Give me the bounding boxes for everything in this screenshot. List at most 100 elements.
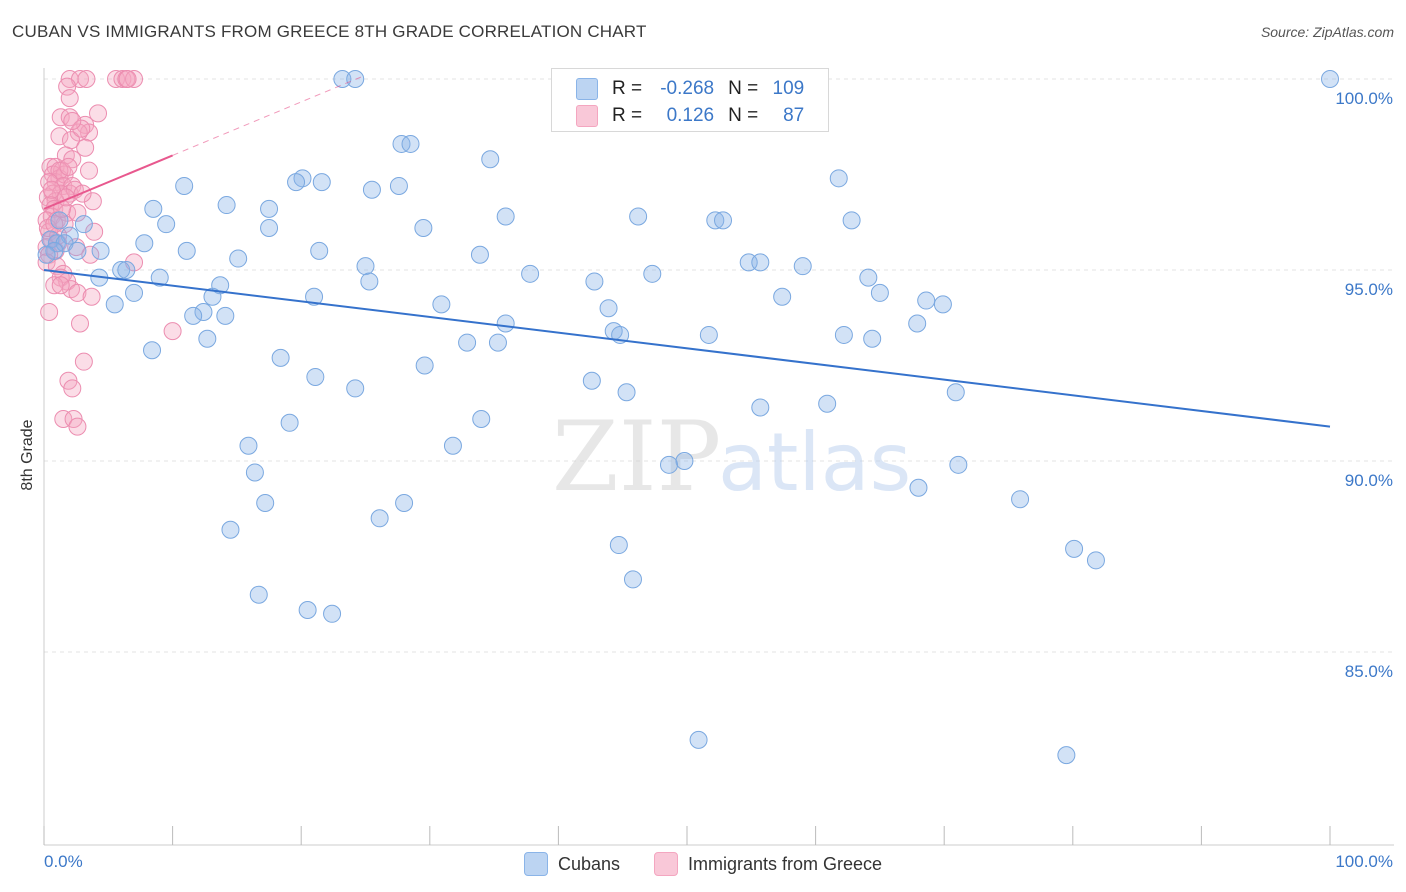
source-label: Source: ZipAtlas.com	[1260, 24, 1394, 40]
trend-lines	[43, 74, 1331, 428]
greece-point	[80, 161, 99, 180]
cubans-point	[689, 730, 708, 749]
cubans-point	[395, 494, 414, 513]
greece-point	[51, 108, 70, 127]
greece-point	[50, 127, 69, 146]
series-legend: Cubans Immigrants from Greece	[0, 852, 1406, 876]
cubans-point	[470, 245, 489, 264]
cubans-point	[221, 520, 240, 539]
cubans-point	[229, 249, 248, 268]
cubans-point	[949, 455, 968, 474]
greece-point	[74, 352, 93, 371]
cubans-point	[175, 176, 194, 195]
greece-point	[85, 222, 104, 241]
cubans-point	[1057, 746, 1076, 765]
cubans-point	[751, 253, 770, 272]
cubans-point	[203, 287, 222, 306]
cubans-point	[488, 333, 507, 352]
cubans-point	[1086, 551, 1105, 570]
legend-label-cubans: Cubans	[557, 853, 620, 874]
cubans-point	[629, 207, 648, 226]
greece-point	[83, 192, 102, 211]
cubans-point	[617, 383, 636, 402]
cubans-point	[582, 371, 601, 390]
stats-legend: R = -0.268 N = 109 R = 0.126 N = 87	[551, 68, 829, 132]
cubans-point	[496, 207, 515, 226]
y-tick-labels: 85.0% 90.0% 95.0% 100.0%	[1335, 89, 1393, 681]
cubans-point	[1011, 490, 1030, 509]
cubans-point	[312, 173, 331, 192]
legend-label-greece: Immigrants from Greece	[688, 853, 883, 874]
cubans-point	[260, 218, 279, 237]
n-label: N =	[728, 78, 759, 99]
cubans-point	[260, 199, 279, 218]
greece-point	[51, 276, 70, 295]
greece-point	[68, 283, 87, 302]
cubans-point	[360, 272, 379, 291]
greece-point	[68, 417, 87, 436]
greece-trend-line	[43, 154, 173, 210]
greece-point	[58, 77, 77, 96]
cubans-point	[68, 241, 87, 260]
greece-point	[45, 276, 64, 295]
cubans-point	[74, 215, 93, 234]
cubans-point	[585, 272, 604, 291]
cubans-point	[287, 173, 306, 192]
cubans-point	[706, 211, 725, 230]
x-tick-label-min: 0.0%	[44, 852, 83, 871]
y-tick-label: 95.0%	[1345, 280, 1393, 299]
greece-point	[89, 104, 108, 123]
cubans-trend-line	[43, 269, 1331, 428]
r-value: -0.268	[660, 78, 715, 99]
cubans-point	[249, 585, 268, 604]
cubans-point	[908, 314, 927, 333]
cubans-point	[346, 70, 365, 88]
cubans-point	[933, 295, 952, 314]
cubans-point	[458, 333, 477, 352]
y-tick-label: 100.0%	[1335, 89, 1393, 108]
cubans-point	[389, 176, 408, 195]
cubans-point	[346, 379, 365, 398]
cubans-point	[909, 478, 928, 497]
stats-row-greece: R = 0.126 N = 87	[576, 104, 804, 128]
greece-point	[63, 112, 82, 131]
r-value: 0.126	[666, 105, 715, 126]
cubans-point	[370, 509, 389, 528]
stats-row-cubans: R = -0.268 N = 109	[576, 77, 804, 101]
cubans-point	[496, 314, 515, 333]
legend-item-greece[interactable]: Immigrants from Greece	[654, 852, 882, 876]
cubans-point	[829, 169, 848, 188]
cubans-point	[310, 241, 329, 260]
cubans-point	[443, 436, 462, 455]
r-label: R =	[612, 78, 643, 99]
cubans-point	[125, 283, 144, 302]
legend-item-cubans[interactable]: Cubans	[523, 852, 620, 876]
cubans-point	[773, 287, 792, 306]
cubans-point	[415, 356, 434, 375]
greece-point	[63, 379, 82, 398]
greece-point	[42, 180, 61, 199]
cubans-point	[356, 257, 375, 276]
n-value: 109	[772, 78, 805, 99]
cubans-point	[305, 287, 324, 306]
cubans-point	[245, 463, 264, 482]
cubans-point	[521, 264, 540, 283]
cubans-point	[306, 367, 325, 386]
cubans-point	[863, 329, 882, 348]
greece-point	[71, 314, 90, 333]
cubans-point	[870, 283, 889, 302]
greece-legend-swatch	[654, 852, 678, 876]
cubans-point	[699, 325, 718, 344]
cubans-point	[643, 264, 662, 283]
cubans-point	[917, 291, 936, 310]
cubans-point	[599, 299, 618, 318]
cubans-point	[37, 245, 56, 264]
cubans-point	[256, 494, 275, 513]
cubans-point	[177, 241, 196, 260]
watermark-atlas: atlas	[718, 416, 911, 509]
greece-point	[77, 70, 96, 88]
data-points	[37, 70, 1339, 765]
greece-point	[50, 161, 69, 180]
cubans-point	[135, 234, 154, 253]
